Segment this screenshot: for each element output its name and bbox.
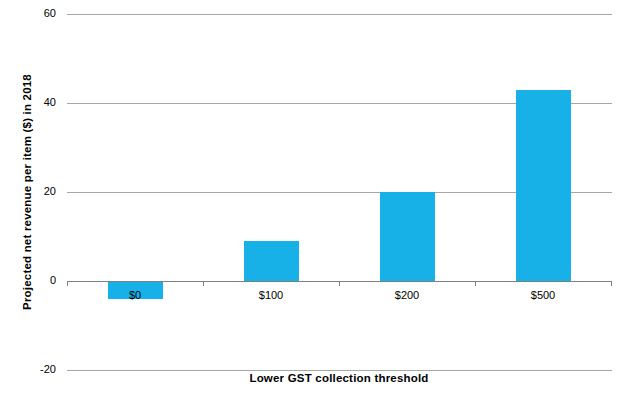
axis-tick-mark: [611, 281, 612, 286]
gridline: [67, 14, 612, 15]
gridline: [67, 370, 612, 371]
x-category-label: $500: [531, 289, 555, 302]
y-tick-label: -20: [16, 363, 56, 376]
x-category-label: $100: [259, 289, 283, 302]
bar-100: [244, 241, 299, 281]
y-tick-label: 20: [16, 185, 56, 198]
y-tick-label: 0: [16, 274, 56, 287]
bar-500: [516, 90, 571, 281]
x-category-label: $200: [395, 289, 419, 302]
axis-tick-mark: [339, 281, 340, 286]
plot-area: 60 40 20 0 -20 $0 $100 $200 $500: [0, 0, 624, 407]
x-axis-title: Lower GST collection threshold: [249, 372, 428, 384]
axis-tick-mark: [67, 281, 68, 286]
axis-tick-mark: [203, 281, 204, 286]
axis-tick-mark: [475, 281, 476, 286]
y-tick-label: 40: [16, 96, 56, 109]
x-category-label: $0: [129, 289, 141, 302]
bar-chart: Projected net revenue per item ($) in 20…: [0, 0, 624, 407]
y-tick-label: 60: [16, 7, 56, 20]
bar-200: [380, 192, 435, 281]
